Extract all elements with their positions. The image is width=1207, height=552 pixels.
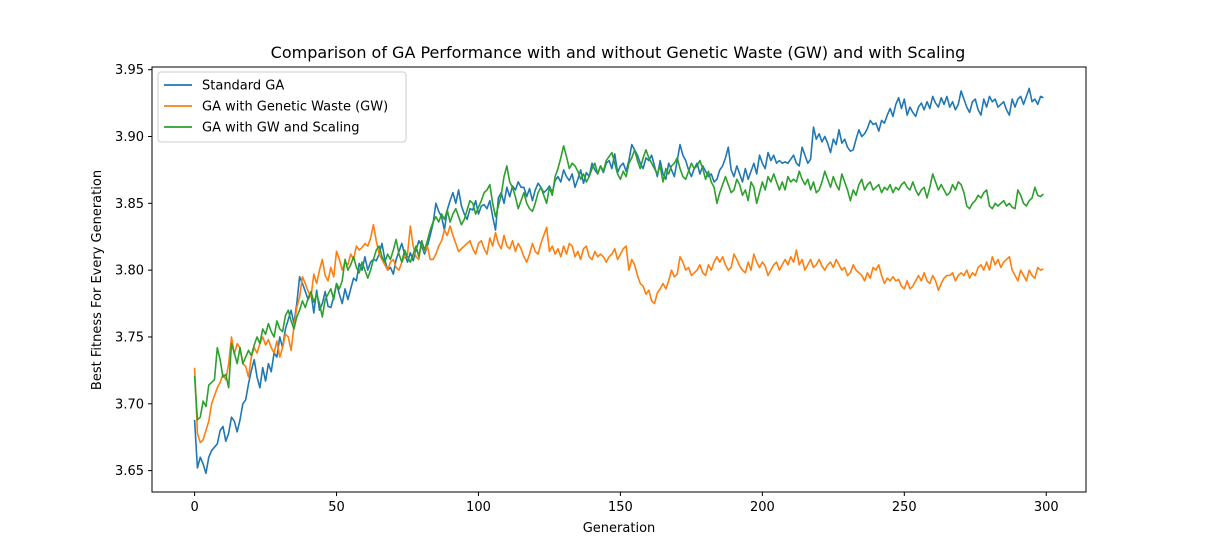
series-line-2	[193, 223, 1044, 444]
y-axis: 3.65 3.70 3.75 3.80 3.85 3.90 3.95	[115, 63, 152, 479]
x-tick-label: 300	[1034, 500, 1059, 515]
y-tick-label: 3.90	[115, 130, 144, 145]
x-tick-label: 100	[466, 500, 491, 515]
x-axis: 0 50 100 150 200 250 300	[190, 492, 1059, 515]
legend-box	[157, 71, 407, 143]
y-tick-label: 3.65	[115, 464, 144, 479]
series-line-3	[193, 145, 1044, 421]
chart-title: Comparison of GA Performance with and wi…	[271, 43, 966, 62]
y-tick-label: 3.80	[115, 264, 144, 279]
x-axis-label: Generation	[583, 521, 656, 536]
y-tick-label: 3.85	[115, 197, 144, 212]
x-tick-label: 250	[892, 500, 917, 515]
x-tick-label: 200	[750, 500, 775, 515]
legend-label: GA with Genetic Waste (GW)	[202, 100, 388, 115]
legend-label: Standard GA	[202, 79, 284, 94]
y-tick-label: 3.75	[115, 330, 144, 345]
plot-frame-border	[151, 66, 1087, 493]
x-tick-label: 50	[328, 500, 345, 515]
legend-label: GA with GW and Scaling	[202, 121, 360, 136]
y-axis-label: Best Fitness For Every Generation	[90, 170, 105, 390]
legend: Standard GA GA with Genetic Waste (GW) GA …	[157, 71, 407, 143]
x-tick-label: 0	[190, 500, 198, 515]
series-layer	[193, 87, 1044, 475]
y-tick-label: 3.70	[115, 397, 144, 412]
y-tick-label: 3.95	[115, 63, 144, 78]
x-tick-label: 150	[608, 500, 633, 515]
series-line-1	[193, 87, 1044, 475]
